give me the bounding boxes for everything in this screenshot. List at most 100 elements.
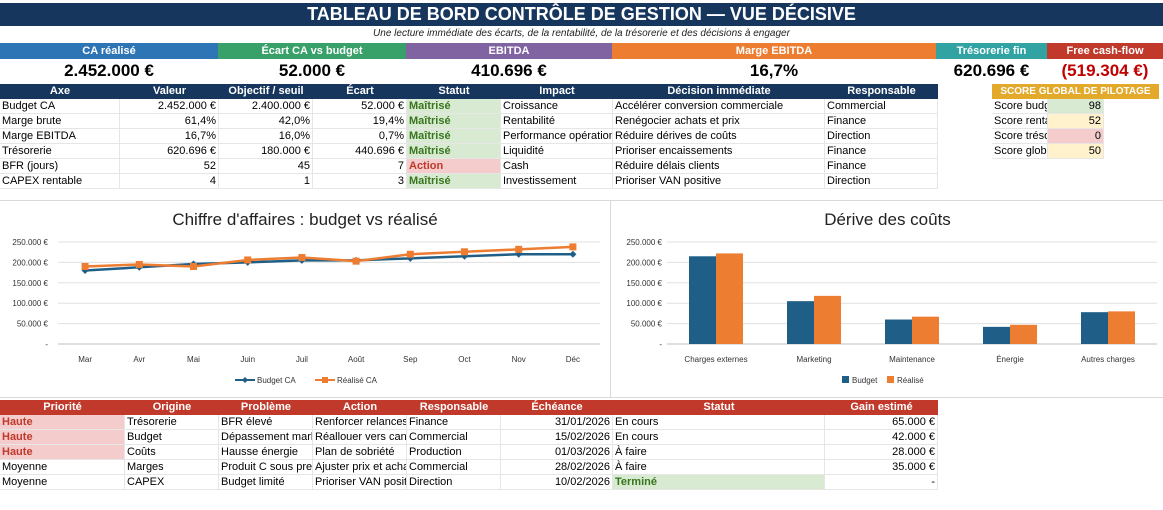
kpi-value: 16,7% bbox=[749, 61, 799, 80]
score-value: 52 bbox=[1048, 114, 1104, 129]
axes-cell: Réduire délais clients bbox=[613, 159, 825, 174]
x-tick-label: Déc bbox=[566, 355, 580, 364]
axes-cell: Direction bbox=[825, 174, 938, 189]
data-point bbox=[298, 254, 306, 262]
axes-header-cell: Objectif / seuil bbox=[219, 84, 313, 99]
dashboard-title: TABLEAU DE BORD CONTRÔLE DE GESTION — VU… bbox=[0, 3, 1163, 26]
x-tick-label: Sep bbox=[403, 355, 418, 364]
actions-cell: Haute bbox=[0, 445, 125, 460]
axes-cell: Accélérer conversion commerciale bbox=[613, 99, 825, 114]
axes-cell: Performance opération bbox=[501, 129, 613, 144]
axes-cell: CAPEX rentable bbox=[0, 174, 120, 189]
actions-cell: Haute bbox=[0, 430, 125, 445]
actions-cell: Commercial bbox=[407, 430, 501, 445]
chart-area-top-border bbox=[0, 200, 1163, 201]
axes-header-cell: Écart bbox=[313, 84, 407, 99]
kpi-label: Marge EBITDA bbox=[612, 43, 936, 59]
y-tick-label: - bbox=[659, 340, 662, 349]
kpi-value: (519.304 €) bbox=[1061, 61, 1149, 80]
axes-cell: Rentabilité bbox=[501, 114, 613, 129]
axes-cell: 2.452.000 € bbox=[120, 99, 219, 114]
actions-cell: À faire bbox=[613, 445, 825, 460]
legend-marker bbox=[842, 376, 849, 383]
axes-cell: Budget CA bbox=[0, 99, 120, 114]
actions-cell: 15/02/2026 bbox=[501, 430, 613, 445]
axes-cell: 180.000 € bbox=[219, 144, 313, 159]
actions-cell: Renforcer relances bbox=[313, 415, 407, 430]
chart-divider bbox=[610, 200, 611, 397]
axes-cell: 4 bbox=[120, 174, 219, 189]
axes-cell: Commercial bbox=[825, 99, 938, 114]
axes-cell: Marge EBITDA bbox=[0, 129, 120, 144]
axes-cell: Investissement bbox=[501, 174, 613, 189]
x-tick-label: Avr bbox=[133, 355, 145, 364]
kpi-value: 620.696 € bbox=[953, 61, 1030, 80]
actions-cell: Moyenne bbox=[0, 475, 125, 490]
actions-cell: 42.000 € bbox=[825, 430, 938, 445]
legend-marker bbox=[242, 377, 248, 383]
axes-cell: Finance bbox=[825, 144, 938, 159]
score-value: 0 bbox=[1048, 129, 1104, 144]
score-label: Score glob bbox=[992, 144, 1048, 159]
axes-cell: 2.400.000 € bbox=[219, 99, 313, 114]
actions-header-cell: Origine bbox=[125, 400, 219, 415]
actions-cell: CAPEX bbox=[125, 475, 219, 490]
actions-cell: Production bbox=[407, 445, 501, 460]
actions-cell: 01/03/2026 bbox=[501, 445, 613, 460]
x-tick-label: Énergie bbox=[996, 355, 1024, 364]
actions-cell: Prioriser VAN posit bbox=[313, 475, 407, 490]
actions-cell: Marges bbox=[125, 460, 219, 475]
bar bbox=[1108, 311, 1135, 344]
axes-cell: Finance bbox=[825, 114, 938, 129]
line-chart-title: Chiffre d'affaires : budget vs réalisé bbox=[172, 210, 438, 229]
bar-chart: 250.000 € 200.000 € 150.000 € 100.000 € 50.0… bbox=[626, 238, 1157, 385]
actions-cell: 65.000 € bbox=[825, 415, 938, 430]
actions-header-cell: Priorité bbox=[0, 400, 125, 415]
bar bbox=[983, 326, 1010, 344]
axes-cell: 52 bbox=[120, 159, 219, 174]
actions-header-cell: Action bbox=[313, 400, 407, 415]
score-label: Score renta bbox=[992, 114, 1048, 129]
x-tick-label: Nov bbox=[512, 355, 526, 364]
data-point bbox=[244, 256, 252, 264]
axes-cell: 1 bbox=[219, 174, 313, 189]
kpi-label: Free cash-flow bbox=[1047, 43, 1163, 59]
actions-cell: Produit C sous pres bbox=[219, 460, 313, 475]
axes-cell: 52.000 € bbox=[313, 99, 407, 114]
axes-cell: BFR (jours) bbox=[0, 159, 120, 174]
axes-cell: Action bbox=[407, 159, 501, 174]
actions-cell: Dépassement mark bbox=[219, 430, 313, 445]
actions-cell: - bbox=[825, 475, 938, 490]
actions-cell: En cours bbox=[613, 430, 825, 445]
score-value: 98 bbox=[1048, 99, 1104, 114]
axes-cell: 16,7% bbox=[120, 129, 219, 144]
actions-cell: Ajuster prix et acha bbox=[313, 460, 407, 475]
kpi-label: EBITDA bbox=[406, 43, 612, 59]
y-tick-label: 200.000 € bbox=[626, 258, 662, 267]
axes-cell: Prioriser encaissements bbox=[613, 144, 825, 159]
data-point bbox=[461, 248, 468, 256]
legend-label: Réalisé CA bbox=[337, 376, 378, 385]
x-tick-label: Charges externes bbox=[684, 355, 747, 364]
y-tick-label: 150.000 € bbox=[626, 279, 662, 288]
axes-header-cell: Valeur bbox=[120, 84, 219, 99]
axes-cell: Maîtrisé bbox=[407, 114, 501, 129]
y-tick-label: 50.000 € bbox=[631, 320, 663, 329]
axes-cell: 19,4% bbox=[313, 114, 407, 129]
kpi-label: Écart CA vs budget bbox=[218, 43, 406, 59]
actions-cell: BFR élevé bbox=[219, 415, 313, 430]
axes-cell: 3 bbox=[313, 174, 407, 189]
bar bbox=[689, 256, 716, 344]
dashboard-subtitle: Une lecture immédiate des écarts, de la … bbox=[373, 28, 790, 39]
actions-cell: À faire bbox=[613, 460, 825, 475]
data-point bbox=[81, 262, 89, 270]
actions-cell: Trésorerie bbox=[125, 415, 219, 430]
axes-cell: Maîtrisé bbox=[407, 174, 501, 189]
actions-cell: Réallouer vers can bbox=[313, 430, 407, 445]
legend-label: Budget bbox=[852, 376, 878, 385]
axes-cell: Finance bbox=[825, 159, 938, 174]
y-tick-label: 250.000 € bbox=[12, 238, 48, 247]
actions-header-cell: Statut bbox=[613, 400, 825, 415]
axes-cell: Prioriser VAN positive bbox=[613, 174, 825, 189]
axes-cell: Maîtrisé bbox=[407, 129, 501, 144]
